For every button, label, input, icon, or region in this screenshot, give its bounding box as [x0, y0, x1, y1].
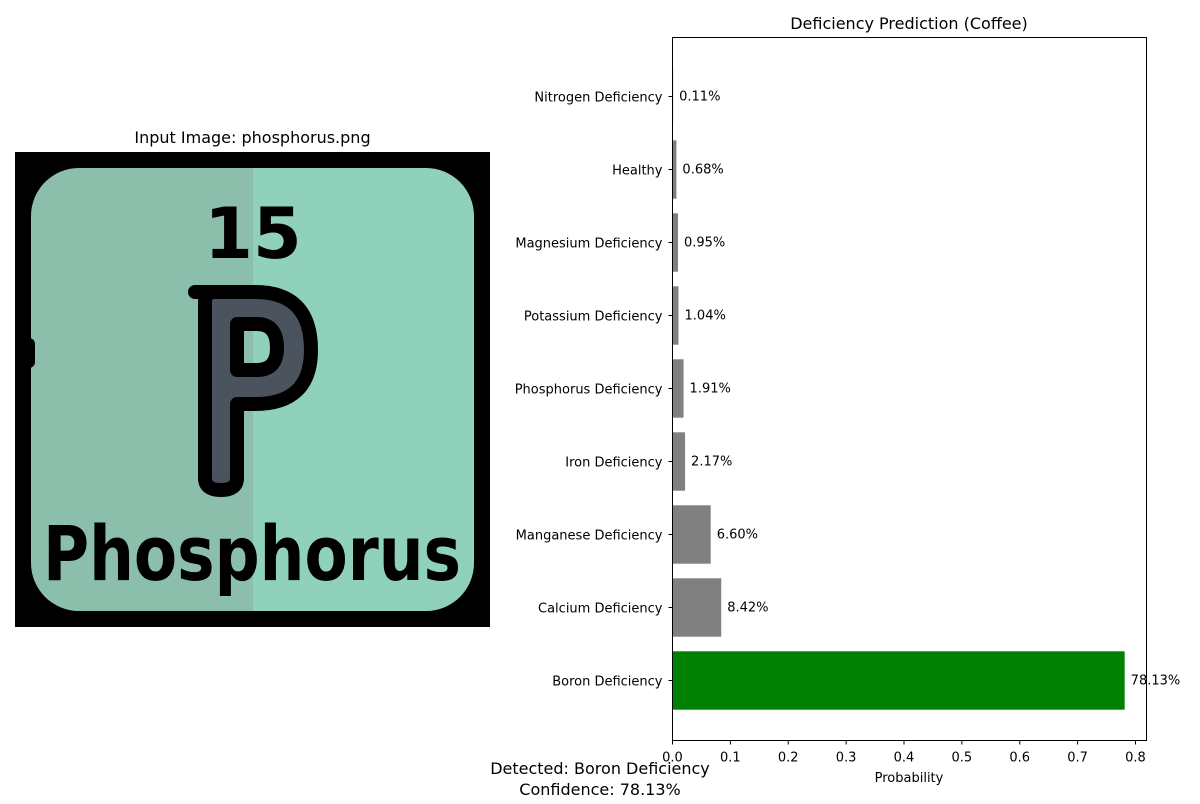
data-label-1: 8.42%: [727, 601, 768, 616]
y-tick-label-6: Magnesium Deficiency: [515, 237, 662, 252]
x-tick-label-1: 0.1: [720, 751, 741, 766]
x-tick-label-6: 0.6: [1009, 751, 1030, 766]
x-tick-label-4: 0.4: [894, 751, 915, 766]
x-tick-label-0: 0.0: [662, 751, 683, 766]
bar-5: [672, 286, 679, 345]
p-glyph: [188, 285, 318, 497]
x-tick-label-7: 0.7: [1067, 751, 1088, 766]
data-label-0: 78.13%: [1131, 674, 1181, 689]
bar-0: [672, 651, 1125, 710]
data-label-3: 2.17%: [691, 455, 732, 470]
data-label-5: 1.04%: [685, 309, 726, 324]
y-tick-label-7: Healthy: [612, 164, 663, 179]
y-tick-label-8: Nitrogen Deficiency: [534, 91, 662, 106]
bar-4: [672, 359, 684, 418]
chart-title: Deficiency Prediction (Coffee): [790, 14, 1028, 33]
y-tick-label-4: Phosphorus Deficiency: [515, 383, 663, 398]
bar-3: [672, 432, 686, 491]
y-tick-label-3: Iron Deficiency: [565, 456, 663, 471]
data-label-8: 0.11%: [679, 90, 720, 105]
bar-1: [672, 578, 722, 637]
input-image: 15 Phosphorus: [15, 152, 490, 627]
x-tick-label-3: 0.3: [836, 751, 857, 766]
atomic-number: 15: [204, 193, 301, 275]
y-tick-label-1: Calcium Deficiency: [538, 602, 663, 617]
data-label-2: 6.60%: [717, 528, 758, 543]
bar-2: [672, 505, 711, 564]
data-label-7: 0.68%: [682, 163, 723, 178]
x-tick-label-8: 0.8: [1125, 751, 1146, 766]
detection-caption: Detected: Boron Deficiency Confidence: 7…: [400, 758, 800, 800]
input-image-title: Input Image: phosphorus.png: [134, 128, 371, 147]
detected-label: Detected: Boron Deficiency: [490, 759, 710, 778]
x-tick-label-5: 0.5: [952, 751, 973, 766]
phosphorus-element-tile-image: 15 Phosphorus: [15, 152, 490, 627]
data-label-4: 1.91%: [690, 382, 731, 397]
y-tick-label-5: Potassium Deficiency: [524, 310, 663, 325]
y-tick-label-0: Boron Deficiency: [552, 675, 663, 690]
data-label-6: 0.95%: [684, 236, 725, 251]
element-name: Phosphorus: [43, 509, 461, 598]
confidence-label: Confidence: 78.13%: [519, 780, 681, 799]
x-axis-label: Probability: [875, 771, 944, 786]
x-tick-label-2: 0.2: [778, 751, 799, 766]
y-tick-label-2: Manganese Deficiency: [516, 529, 663, 544]
bar-6: [672, 213, 678, 272]
plot-frame: [672, 37, 1147, 741]
bar-7: [672, 140, 677, 199]
